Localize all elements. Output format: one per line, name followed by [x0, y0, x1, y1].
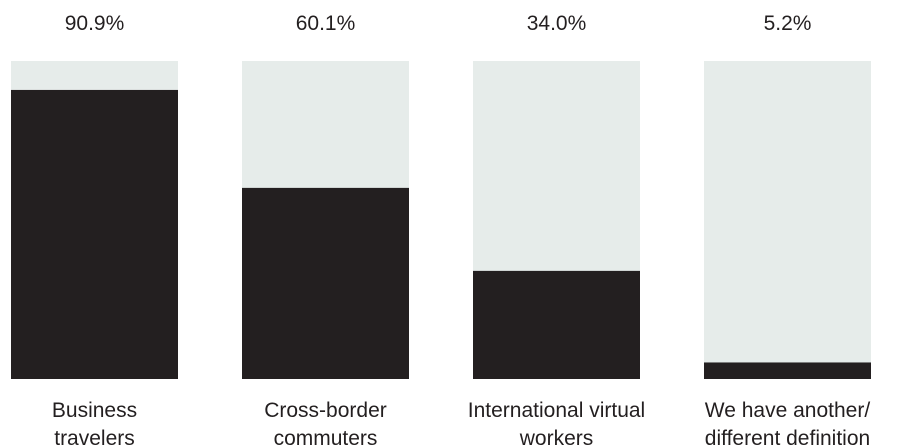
bar-group-4: 5.2% We have another/different definition: [704, 12, 871, 447]
bar: [704, 362, 871, 379]
category-label: Cross-border: [264, 399, 387, 422]
data-label: 60.1%: [296, 12, 356, 35]
bar-track: [704, 61, 871, 379]
data-label: 90.9%: [65, 12, 125, 35]
data-label: 5.2%: [764, 12, 812, 35]
bar-group-1: 90.9% Business travelers: [11, 12, 178, 447]
bar: [473, 270, 640, 379]
bar: [11, 89, 178, 380]
category-label: Business: [52, 399, 137, 422]
bar-group-2: 60.1% Cross-border commuters: [242, 12, 409, 447]
bar: [242, 187, 409, 379]
category-label: commuters: [274, 427, 378, 447]
category-label: workers: [519, 427, 594, 447]
category-label: International virtual: [468, 399, 645, 422]
bar-group-3: 34.0% International virtual workers: [468, 12, 645, 447]
category-label: different definition: [705, 427, 870, 447]
category-label: travelers: [54, 427, 135, 447]
category-label: We have another/: [705, 399, 871, 422]
data-label: 34.0%: [527, 12, 587, 35]
